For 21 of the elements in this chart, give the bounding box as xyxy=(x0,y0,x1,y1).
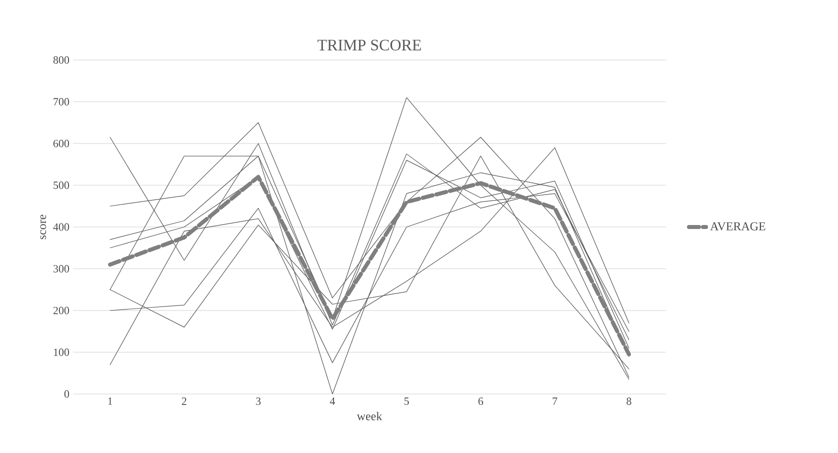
y-tick-label: 300 xyxy=(54,265,70,272)
y-tick-label: 0 xyxy=(64,390,70,398)
x-tick-label: 6 xyxy=(478,398,484,405)
chart-title: TRIMP SCORE xyxy=(318,40,421,50)
y-tick-label: 700 xyxy=(54,98,70,106)
x-tick-label: 5 xyxy=(404,398,409,405)
y-tick-label: 200 xyxy=(53,306,70,314)
x-tick-label: 4 xyxy=(330,398,336,405)
y-tick-label: 100 xyxy=(54,348,70,356)
x-tick-label: 2 xyxy=(182,398,186,405)
y-axis-title: score xyxy=(40,214,46,240)
y-tick-label: 600 xyxy=(53,140,70,148)
x-axis-title: week xyxy=(356,412,382,420)
x-tick-label: 7 xyxy=(552,398,558,405)
y-tick-label: 400 xyxy=(53,223,70,231)
x-tick-label: 3 xyxy=(256,398,261,405)
x-tick-label: 8 xyxy=(626,398,632,405)
y-tick-label: 800 xyxy=(53,56,70,64)
y-tick-label: 500 xyxy=(54,182,70,189)
x-tick-label: 1 xyxy=(108,398,112,405)
legend-label: AVERAGE xyxy=(710,222,766,230)
